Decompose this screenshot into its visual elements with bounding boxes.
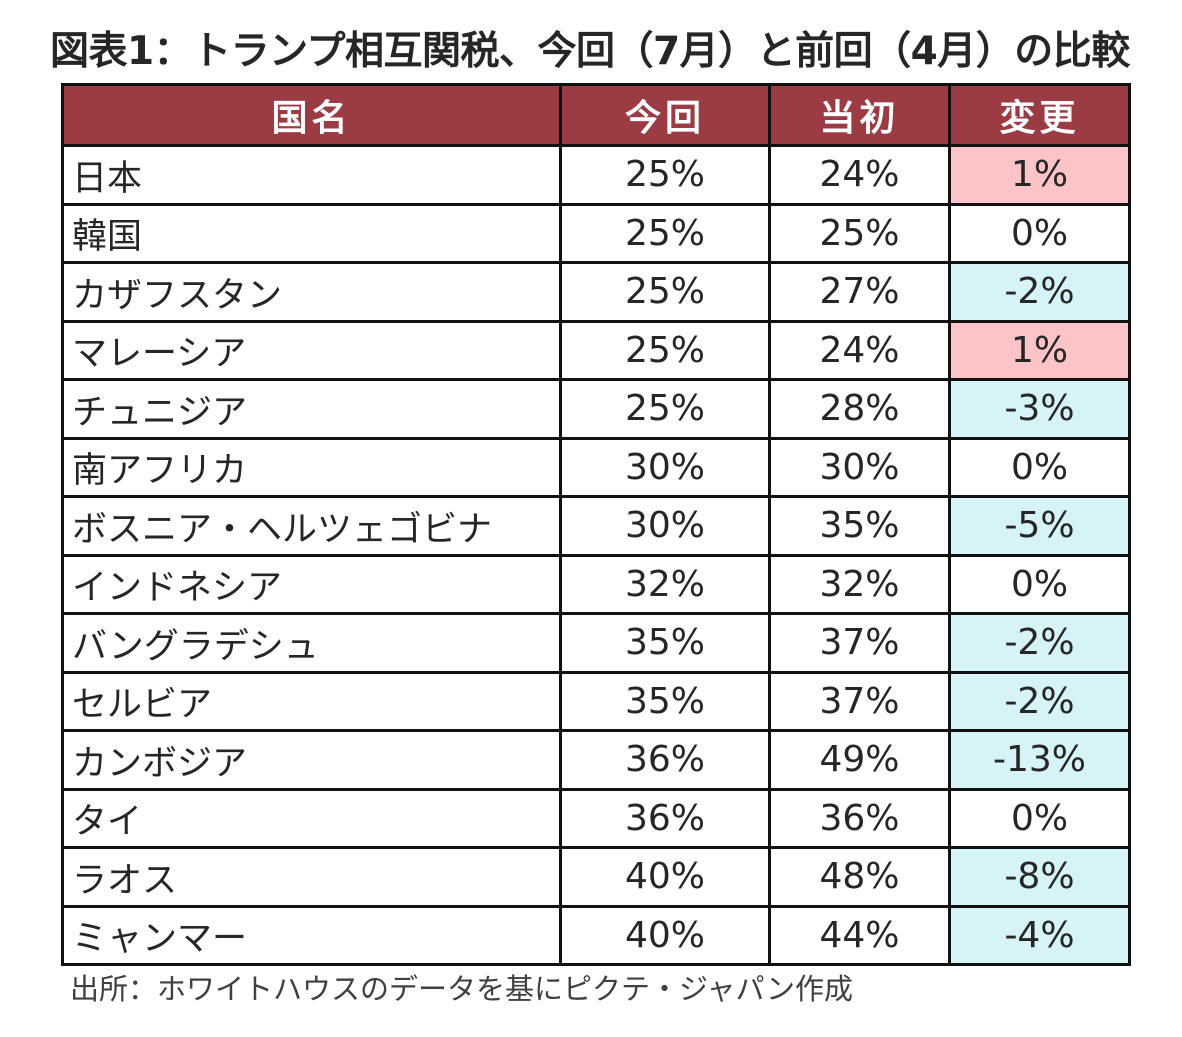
table-row: ボスニア・ヘルツェゴビナ 30% 35% -5%	[61, 495, 1131, 557]
current-rate-cell: 25%	[559, 378, 771, 440]
source-note: 出所：ホワイトハウスのデータを基にピクテ・ジャパン作成	[70, 972, 854, 1006]
country-cell: チュニジア	[61, 378, 562, 440]
country-cell: ボスニア・ヘルツェゴビナ	[61, 495, 562, 557]
tariff-comparison-table: 国名 今回 当初 変更 日本 25% 24% 1% 韓国 25% 25% 0% カザフスタン 25…	[61, 83, 1131, 966]
change-cell: -4%	[948, 904, 1131, 966]
initial-rate-cell: 48%	[768, 846, 951, 908]
initial-rate-cell: 36%	[768, 787, 951, 849]
table-row: チュニジア 25% 28% -3%	[61, 378, 1131, 440]
change-cell: -2%	[948, 612, 1131, 674]
change-cell: -3%	[948, 378, 1131, 440]
country-cell: タイ	[61, 787, 562, 849]
table-row: 韓国 25% 25% 0%	[61, 202, 1131, 264]
table-row: ラオス 40% 48% -8%	[61, 846, 1131, 908]
country-cell: マレーシア	[61, 319, 562, 381]
current-rate-cell: 40%	[559, 904, 771, 966]
country-cell: ミャンマー	[61, 904, 562, 966]
table-row: ミャンマー 40% 44% -4%	[61, 904, 1131, 966]
initial-rate-cell: 25%	[768, 202, 951, 264]
header-change: 変更	[948, 83, 1131, 147]
change-cell: -5%	[948, 495, 1131, 557]
initial-rate-cell: 28%	[768, 378, 951, 440]
change-cell: -8%	[948, 846, 1131, 908]
table-row: 南アフリカ 30% 30% 0%	[61, 436, 1131, 498]
country-cell: カザフスタン	[61, 261, 562, 323]
country-cell: インドネシア	[61, 553, 562, 615]
country-cell: 日本	[61, 144, 562, 206]
initial-rate-cell: 27%	[768, 261, 951, 323]
change-cell: 0%	[948, 787, 1131, 849]
table-row: インドネシア 32% 32% 0%	[61, 553, 1131, 615]
current-rate-cell: 35%	[559, 612, 771, 674]
change-cell: 0%	[948, 553, 1131, 615]
country-cell: ラオス	[61, 846, 562, 908]
change-cell: 1%	[948, 144, 1131, 206]
table-row: バングラデシュ 35% 37% -2%	[61, 612, 1131, 674]
change-cell: 0%	[948, 436, 1131, 498]
change-cell: -2%	[948, 670, 1131, 732]
country-cell: セルビア	[61, 670, 562, 732]
header-row: 国名 今回 当初 変更	[61, 83, 1131, 147]
initial-rate-cell: 30%	[768, 436, 951, 498]
table-row: マレーシア 25% 24% 1%	[61, 319, 1131, 381]
current-rate-cell: 36%	[559, 787, 771, 849]
table-row: タイ 36% 36% 0%	[61, 787, 1131, 849]
current-rate-cell: 25%	[559, 202, 771, 264]
current-rate-cell: 36%	[559, 729, 771, 791]
initial-rate-cell: 44%	[768, 904, 951, 966]
table-body: 日本 25% 24% 1% 韓国 25% 25% 0% カザフスタン 25% 27% -2% マレーシア…	[61, 144, 1131, 966]
country-cell: バングラデシュ	[61, 612, 562, 674]
chart-title: 図表1：トランプ相互関税、今回（7月）と前回（4月）の比較	[50, 29, 1130, 74]
table-row: カザフスタン 25% 27% -2%	[61, 261, 1131, 323]
initial-rate-cell: 35%	[768, 495, 951, 557]
country-cell: 韓国	[61, 202, 562, 264]
current-rate-cell: 40%	[559, 846, 771, 908]
table-row: セルビア 35% 37% -2%	[61, 670, 1131, 732]
initial-rate-cell: 32%	[768, 553, 951, 615]
table-row: カンボジア 36% 49% -13%	[61, 729, 1131, 791]
header-country: 国名	[61, 83, 562, 147]
header-initial: 当初	[768, 83, 951, 147]
initial-rate-cell: 37%	[768, 612, 951, 674]
change-cell: 0%	[948, 202, 1131, 264]
initial-rate-cell: 49%	[768, 729, 951, 791]
change-cell: -13%	[948, 729, 1131, 791]
current-rate-cell: 30%	[559, 436, 771, 498]
current-rate-cell: 30%	[559, 495, 771, 557]
current-rate-cell: 25%	[559, 319, 771, 381]
current-rate-cell: 25%	[559, 261, 771, 323]
current-rate-cell: 35%	[559, 670, 771, 732]
country-cell: カンボジア	[61, 729, 562, 791]
change-cell: -2%	[948, 261, 1131, 323]
initial-rate-cell: 24%	[768, 319, 951, 381]
country-cell: 南アフリカ	[61, 436, 562, 498]
header-current: 今回	[559, 83, 771, 147]
initial-rate-cell: 37%	[768, 670, 951, 732]
table-row: 日本 25% 24% 1%	[61, 144, 1131, 206]
change-cell: 1%	[948, 319, 1131, 381]
initial-rate-cell: 24%	[768, 144, 951, 206]
current-rate-cell: 25%	[559, 144, 771, 206]
current-rate-cell: 32%	[559, 553, 771, 615]
